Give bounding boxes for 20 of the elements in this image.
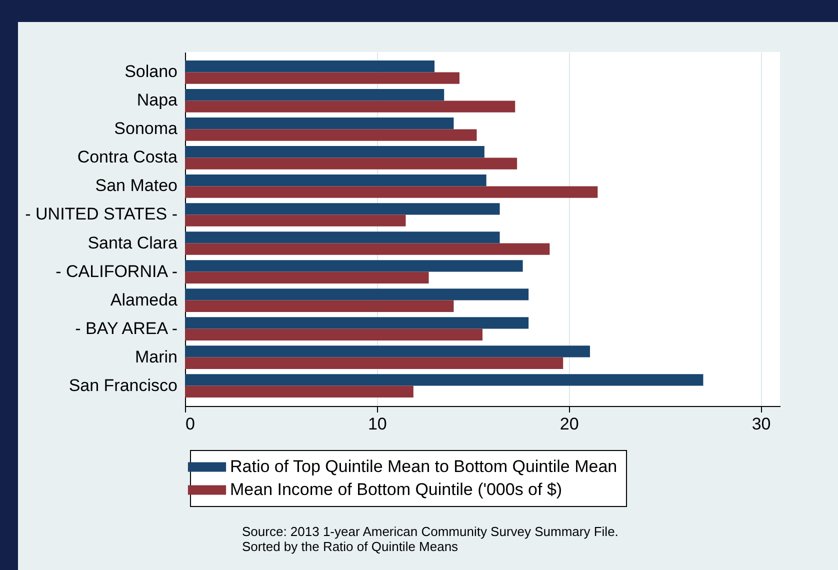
y-tick-label: Napa	[136, 90, 178, 110]
y-tick-label: - BAY AREA -	[75, 318, 178, 338]
y-tick-label: Contra Costa	[77, 148, 178, 167]
x-tick-label: 10	[368, 414, 387, 434]
y-tick-label: - CALIFORNIA -	[56, 262, 178, 281]
x-tick-label: 20	[560, 414, 579, 434]
y-tick-label: Solano	[124, 62, 178, 82]
x-tick-label: 30	[752, 414, 771, 434]
y-tick-label: San Mateo	[95, 176, 178, 196]
y-tick-label: Alameda	[110, 290, 178, 310]
y-tick-label: Marin	[134, 347, 178, 366]
y-tick-label: Santa Clara	[88, 233, 178, 252]
y-tick-label: Sonoma	[114, 119, 178, 138]
y-tick-label: - UNITED STATES -	[25, 204, 178, 224]
legend-label: Mean Income of Bottom Quintile ('000s of $)	[230, 480, 562, 499]
legend-label: Ratio of Top Quintile Mean to Bottom Quintile Mean	[230, 457, 618, 476]
text: Sorted by the Ratio of Quintile Means	[242, 539, 460, 554]
source-note: Source: 2013 1-year American Community Survey Summary File.	[242, 524, 618, 539]
x-tick-label: 0	[186, 414, 195, 434]
y-tick-label: San Francisco	[68, 376, 178, 395]
